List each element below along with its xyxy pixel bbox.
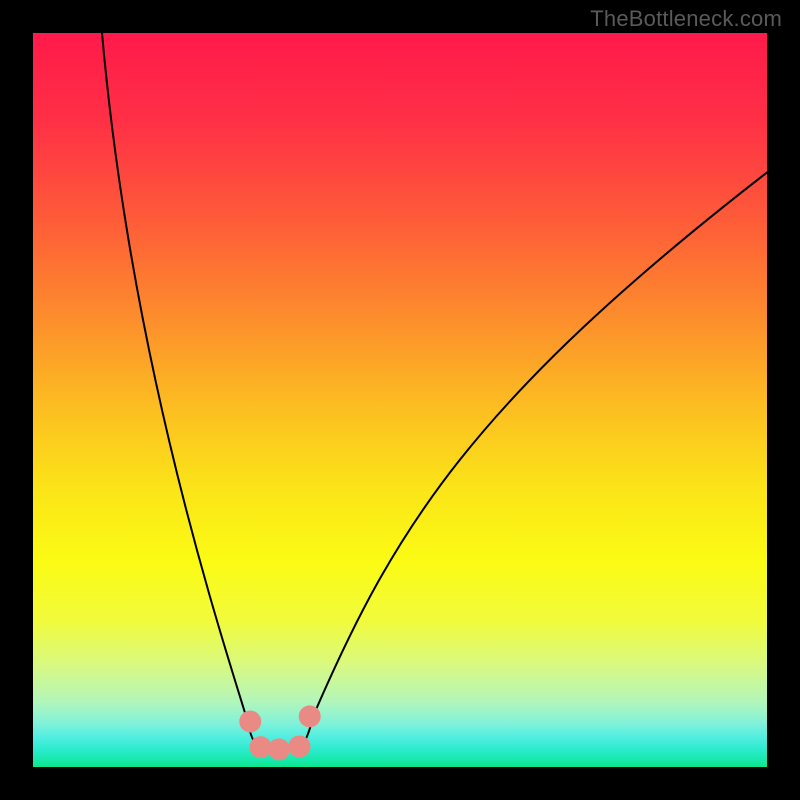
bottleneck-curve: [102, 33, 767, 747]
data-marker: [268, 738, 290, 760]
data-marker: [299, 705, 321, 727]
curve-layer: [33, 33, 767, 767]
chart-plot-area: [33, 33, 767, 767]
data-marker: [239, 710, 261, 732]
watermark-text: TheBottleneck.com: [590, 6, 782, 32]
data-marker: [288, 735, 310, 757]
